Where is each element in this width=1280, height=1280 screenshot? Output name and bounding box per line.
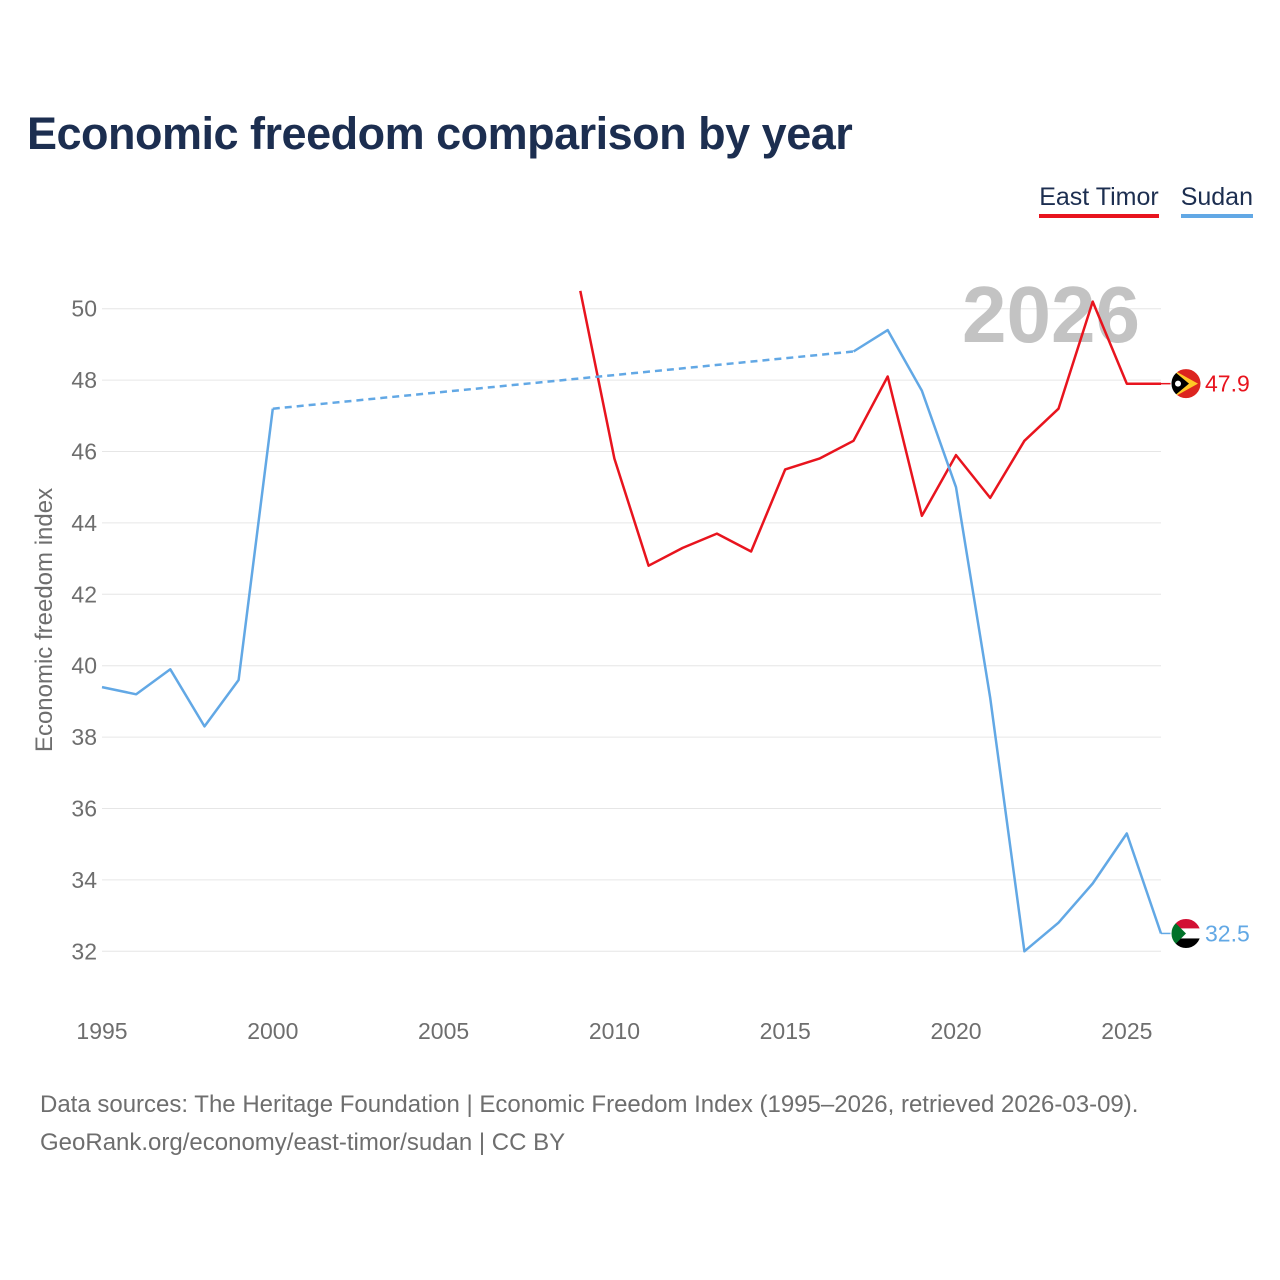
data-point-sudan-2019 <box>919 388 925 394</box>
data-point-sudan-2021 <box>987 695 993 701</box>
data-point-east_timor-2020 <box>953 452 959 458</box>
y-tick-label-40: 40 <box>71 653 97 679</box>
x-tick-label-2000: 2000 <box>247 1018 298 1044</box>
data-point-sudan-2025 <box>1124 830 1130 836</box>
y-tick-label-38: 38 <box>71 724 97 750</box>
data-point-east_timor-2013 <box>714 531 720 537</box>
data-point-sudan-2022 <box>1021 948 1027 954</box>
grid-lines <box>102 308 1161 952</box>
y-axis-ticks: 32 34 36 38 40 42 44 46 48 50 <box>71 296 97 965</box>
footer-source: Data sources: The Heritage Foundation | … <box>40 1091 1139 1118</box>
series-line-east_timor-0 <box>579 290 1161 567</box>
x-tick-label-2005: 2005 <box>418 1018 469 1044</box>
series-line-sudan-0 <box>101 408 275 728</box>
data-point-east_timor-2011 <box>646 563 652 569</box>
end-value-label-sudan: 32.5 <box>1205 920 1250 946</box>
data-point-east_timor-2025 <box>1124 381 1130 387</box>
data-point-east_timor-2010 <box>611 456 617 462</box>
legend-item-sudan[interactable]: Sudan <box>1180 183 1253 218</box>
data-point-sudan-2018 <box>885 327 891 333</box>
data-point-sudan-1998 <box>201 723 207 729</box>
end-value-label-east_timor: 47.9 <box>1205 371 1250 397</box>
y-tick-label-36: 36 <box>71 796 97 822</box>
data-point-sudan-1995 <box>99 684 105 690</box>
series-line-sudan-2 <box>852 328 1163 953</box>
x-tick-label-2025: 2025 <box>1101 1018 1152 1044</box>
data-point-sudan-1997 <box>167 666 173 672</box>
y-tick-label-50: 50 <box>71 296 97 322</box>
data-point-east_timor-2022 <box>1021 438 1027 444</box>
data-point-sudan-2000 <box>270 406 276 412</box>
data-point-east_timor-2019 <box>919 513 925 519</box>
data-point-east_timor-2023 <box>1056 406 1062 412</box>
data-point-sudan-2023 <box>1056 920 1062 926</box>
y-tick-label-48: 48 <box>71 367 97 393</box>
data-point-sudan-2024 <box>1090 880 1096 886</box>
y-tick-label-46: 46 <box>71 439 97 465</box>
legend-item-east-timor[interactable]: East Timor <box>1039 183 1159 218</box>
y-axis-label: Economic freedom index <box>31 488 58 752</box>
data-point-east_timor-2016 <box>816 456 822 462</box>
y-tick-label-42: 42 <box>71 581 97 607</box>
y-tick-label-44: 44 <box>71 510 97 536</box>
data-point-sudan-1996 <box>133 691 139 697</box>
data-point-east_timor-2012 <box>680 545 686 551</box>
data-point-east_timor-2021 <box>987 495 993 501</box>
year-watermark: 2026 <box>962 270 1140 359</box>
flag-icon-sudan <box>1170 917 1202 949</box>
y-tick-label-34: 34 <box>71 867 97 893</box>
x-tick-label-2015: 2015 <box>760 1018 811 1044</box>
data-point-east_timor-2017 <box>851 438 857 444</box>
data-point-east_timor-2014 <box>748 548 754 554</box>
data-point-sudan-2020 <box>953 484 959 490</box>
x-tick-label-2010: 2010 <box>589 1018 640 1044</box>
series-layer <box>99 288 1163 954</box>
end-labels: 47.9 32.5 <box>1161 368 1250 949</box>
x-tick-label-1995: 1995 <box>76 1018 127 1044</box>
x-axis-ticks: 1995 2000 2005 2010 2015 2020 2025 <box>76 1018 1152 1044</box>
data-point-east_timor-2024 <box>1090 299 1096 305</box>
data-point-sudan-1999 <box>236 677 242 683</box>
flag-icon-east_timor <box>1170 368 1202 400</box>
line-chart: 32 34 36 38 40 42 44 46 48 50 1995 2000 2005 2010 201… <box>31 270 1250 1044</box>
data-point-east_timor-2009 <box>577 288 583 294</box>
data-point-sudan-2017 <box>851 349 857 355</box>
x-tick-label-2020: 2020 <box>930 1018 981 1044</box>
data-point-east_timor-2018 <box>885 374 891 380</box>
legend: East Timor Sudan <box>1039 183 1253 218</box>
series-line-sudan-gap-1 <box>272 350 854 410</box>
data-point-east_timor-2015 <box>782 466 788 472</box>
footer: Data sources: The Heritage Foundation | … <box>40 1086 1138 1162</box>
footer-attribution[interactable]: GeoRank.org/economy/east-timor/sudan | C… <box>40 1129 566 1156</box>
y-tick-label-32: 32 <box>71 938 97 964</box>
chart-title: Economic freedom comparison by year <box>27 108 853 159</box>
